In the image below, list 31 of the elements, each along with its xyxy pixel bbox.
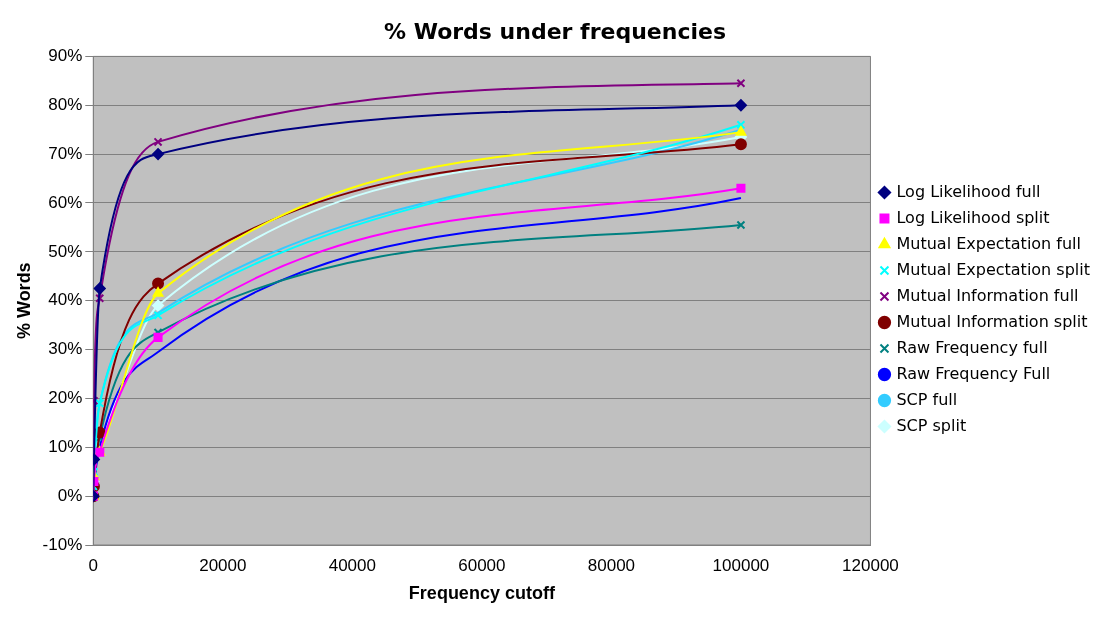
x-tick-label: 100000 xyxy=(712,555,770,575)
legend-label: Log Likelihood full xyxy=(896,181,1041,201)
y-tick-label: 90% xyxy=(48,46,83,66)
y-tick-label: 80% xyxy=(48,94,83,114)
y-tick-label: 30% xyxy=(48,339,83,359)
legend-label: SCP split xyxy=(896,415,967,435)
legend-label: Raw Frequency Full xyxy=(896,363,1051,383)
x-tick-label: 60000 xyxy=(458,555,506,575)
x-tick-label: 120000 xyxy=(842,555,899,575)
legend-label: SCP full xyxy=(896,389,958,409)
x-axis-title: Frequency cutoff xyxy=(408,583,556,604)
legend-label: Log Likelihood split xyxy=(896,207,1050,227)
y-tick-label: 0% xyxy=(57,485,83,505)
y-tick-label: 70% xyxy=(48,143,83,163)
legend-label: Raw Frequency full xyxy=(896,337,1048,357)
y-tick-label: -10% xyxy=(42,534,83,554)
x-tick-label: 0 xyxy=(88,555,99,575)
legend-label: Mutual Information split xyxy=(896,311,1088,331)
y-tick-label: 40% xyxy=(48,290,83,310)
y-tick-label: 20% xyxy=(48,388,83,408)
legend-label: Mutual Expectation split xyxy=(896,259,1091,279)
x-tick-label: 40000 xyxy=(328,555,376,575)
x-tick-label: 20000 xyxy=(199,555,247,575)
x-tick-label: 80000 xyxy=(587,555,636,575)
y-axis-title: % Words xyxy=(13,262,34,340)
y-tick-label: 10% xyxy=(48,436,83,456)
y-tick-label: 60% xyxy=(48,192,83,212)
chart-title: % Words under frequencies xyxy=(383,18,727,44)
legend-label: Mutual Information full xyxy=(896,285,1079,305)
y-tick-label: 50% xyxy=(48,241,83,261)
legend-label: Mutual Expectation full xyxy=(896,233,1082,253)
